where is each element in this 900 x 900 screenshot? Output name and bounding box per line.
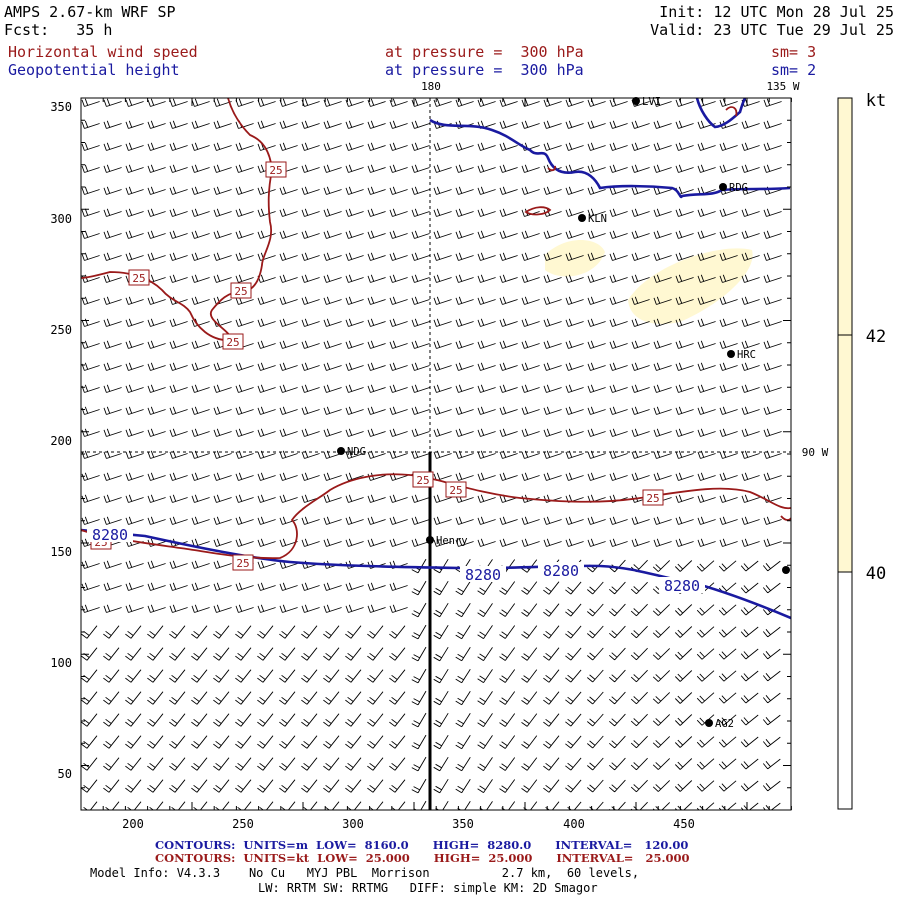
contours-wind-info: CONTOURS: UNITS=kt LOW= 25.000 HIGH= 25.… xyxy=(155,851,690,865)
svg-text:25: 25 xyxy=(646,492,659,505)
model-info: Model Info: V4.3.3 No Cu MYJ PBL Morriso… xyxy=(90,866,640,880)
station-hrc: HRC xyxy=(727,349,756,361)
svg-text:25: 25 xyxy=(132,272,145,285)
y-tick-label: 200 xyxy=(50,434,72,448)
wind-contour-label: 25 xyxy=(445,481,467,498)
wind-contour-label: 25 xyxy=(642,489,664,506)
meridian-label: 90 W xyxy=(802,446,829,459)
colorbar-fill-lower xyxy=(838,335,852,572)
colorbar-frame xyxy=(837,97,853,810)
height-contour-labels: 8280 8280 8280 8280 xyxy=(87,526,705,595)
svg-text:NDG: NDG xyxy=(347,446,366,458)
wind-contour-label: 25 xyxy=(232,554,254,571)
wind-barb-field xyxy=(81,98,782,810)
x-tick-label: 450 xyxy=(673,817,695,831)
station-rdg: RDG xyxy=(719,182,748,194)
x-tick-label: 250 xyxy=(232,817,254,831)
wind-contour-label: 25 xyxy=(230,282,252,299)
field-2-level: at pressure = 300 hPa xyxy=(385,61,584,79)
wind-contour-line xyxy=(81,473,791,559)
svg-text:RDG: RDG xyxy=(729,182,748,194)
svg-text:25: 25 xyxy=(269,164,282,177)
station-ag2: AG2 xyxy=(705,718,734,730)
axis-ticks xyxy=(80,97,792,811)
wind-contour-line xyxy=(780,515,791,521)
y-tick-label: 350 xyxy=(50,100,72,114)
meridian-label: 180 xyxy=(421,80,441,93)
wind-contour-label: 25 xyxy=(222,333,244,350)
colorbar-label: 42 xyxy=(866,327,886,347)
height-contour-line xyxy=(695,98,747,129)
y-tick-label: 250 xyxy=(50,323,72,337)
shade-region xyxy=(628,248,753,324)
height-contour-label: 8280 xyxy=(543,562,579,580)
contours-height-info: CONTOURS: UNITS=m LOW= 8160.0 HIGH= 8280… xyxy=(155,838,689,852)
wind-contour-line xyxy=(547,165,557,172)
wind-speed-contours xyxy=(81,98,791,559)
wind-contour-label: 25 xyxy=(412,471,434,488)
field-1-smoothing: sm= 3 xyxy=(771,43,817,61)
station-henry: Henry xyxy=(426,535,468,547)
height-contour-label: 8280 xyxy=(465,566,501,584)
svg-text:25: 25 xyxy=(416,474,429,487)
x-tick-label: 300 xyxy=(342,817,364,831)
forecast-hour: Fcst: 35 h xyxy=(4,21,113,39)
svg-text:25: 25 xyxy=(234,285,247,298)
station-markers: LVI RDG KLN HRC NDG Henry AG2 xyxy=(337,96,790,730)
station-ndg: NDG xyxy=(337,446,366,458)
field-2-name: Geopotential height xyxy=(8,61,180,79)
station-lvi: LVI xyxy=(632,96,661,108)
y-tick-label: 100 xyxy=(50,656,72,670)
wind-contour-label: 25 xyxy=(265,161,287,178)
y-tick-label: 150 xyxy=(50,545,72,559)
svg-text:Henry: Henry xyxy=(436,535,468,547)
x-tick-label: 400 xyxy=(563,817,585,831)
field-1-level: at pressure = 300 hPa xyxy=(385,43,584,61)
svg-text:KLN: KLN xyxy=(588,213,607,225)
wind-barbs xyxy=(81,98,782,810)
svg-text:HRC: HRC xyxy=(737,349,756,361)
x-tick-label: 200 xyxy=(122,817,144,831)
colorbar-fill-bottom xyxy=(838,572,852,809)
colorbar-label: 40 xyxy=(866,564,886,584)
height-contour-line xyxy=(429,118,791,199)
field-2-smoothing: sm= 2 xyxy=(771,61,817,79)
colorbar-fill-upper xyxy=(838,98,852,335)
field-1-name: Horizontal wind speed xyxy=(8,43,198,61)
svg-text:25: 25 xyxy=(449,484,462,497)
wind-contour-line xyxy=(725,106,738,117)
y-tick-label: 300 xyxy=(50,212,72,226)
model-title: AMPS 2.67-km WRF SP xyxy=(4,3,176,21)
y-tick-label: 50 xyxy=(58,767,72,781)
svg-text:LVI: LVI xyxy=(642,96,661,108)
colorbar: kt 42 40 xyxy=(837,91,886,810)
svg-text:25: 25 xyxy=(236,557,249,570)
height-contour-label: 8280 xyxy=(664,577,700,595)
height-contour-label: 8280 xyxy=(92,526,128,544)
meridian-label: 135 W xyxy=(766,80,799,93)
svg-text:25: 25 xyxy=(226,336,239,349)
wind-contour-line xyxy=(524,206,552,216)
colorbar-unit: kt xyxy=(866,91,886,111)
station-kln: KLN xyxy=(578,213,607,225)
physics-info: LW: RRTM SW: RRTMG DIFF: simple KM: 2D S… xyxy=(258,881,598,895)
svg-text:AG2: AG2 xyxy=(715,718,734,730)
wind-speed-shading xyxy=(545,239,753,324)
valid-time: Valid: 23 UTC Tue 29 Jul 25 xyxy=(650,21,894,39)
wind-contour-label: 25 xyxy=(128,269,150,286)
x-tick-label: 350 xyxy=(452,817,474,831)
init-time: Init: 12 UTC Mon 28 Jul 25 xyxy=(659,3,894,21)
